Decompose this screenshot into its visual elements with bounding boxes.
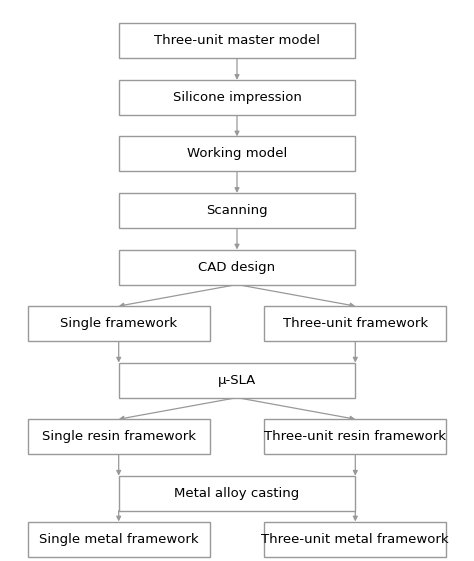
Text: Three-unit framework: Three-unit framework xyxy=(283,317,428,330)
Text: Single resin framework: Single resin framework xyxy=(42,430,196,443)
Text: Single framework: Single framework xyxy=(60,317,177,330)
FancyBboxPatch shape xyxy=(118,250,356,284)
FancyBboxPatch shape xyxy=(27,306,210,341)
FancyBboxPatch shape xyxy=(118,24,356,58)
Text: μ-SLA: μ-SLA xyxy=(218,374,256,387)
Text: Three-unit master model: Three-unit master model xyxy=(154,34,320,47)
FancyBboxPatch shape xyxy=(27,419,210,454)
FancyBboxPatch shape xyxy=(118,80,356,115)
Text: Single metal framework: Single metal framework xyxy=(39,532,199,545)
Text: Metal alloy casting: Metal alloy casting xyxy=(174,487,300,500)
FancyBboxPatch shape xyxy=(264,306,447,341)
FancyBboxPatch shape xyxy=(118,476,356,511)
FancyBboxPatch shape xyxy=(118,362,356,398)
FancyBboxPatch shape xyxy=(264,419,447,454)
FancyBboxPatch shape xyxy=(118,193,356,228)
FancyBboxPatch shape xyxy=(27,522,210,557)
FancyBboxPatch shape xyxy=(118,136,356,172)
Text: Scanning: Scanning xyxy=(206,204,268,217)
Text: Silicone impression: Silicone impression xyxy=(173,91,301,104)
Text: Three-unit metal framework: Three-unit metal framework xyxy=(262,532,449,545)
Text: Working model: Working model xyxy=(187,148,287,160)
Text: Three-unit resin framework: Three-unit resin framework xyxy=(264,430,447,443)
FancyBboxPatch shape xyxy=(264,522,447,557)
Text: CAD design: CAD design xyxy=(199,260,275,274)
